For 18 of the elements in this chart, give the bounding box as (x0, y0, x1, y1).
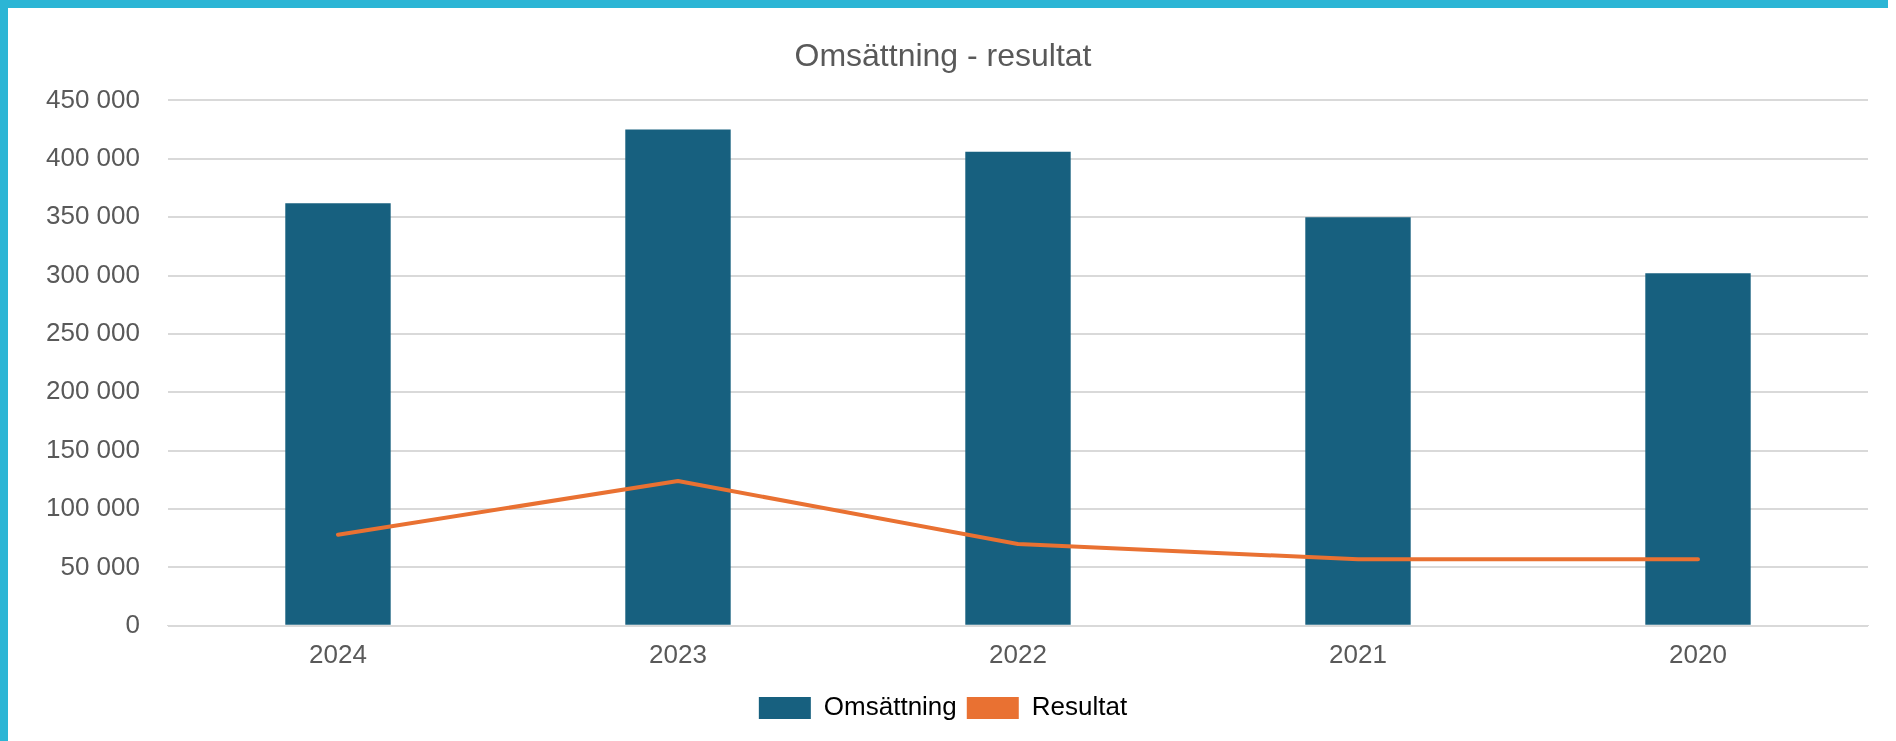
x-tick-label: 2022 (989, 638, 1047, 669)
y-tick-label: 150 000 (46, 433, 140, 464)
x-tick-label: 2020 (1669, 638, 1727, 669)
y-tick-label: 350 000 (46, 200, 140, 231)
chart-title: Omsättning - resultat (794, 37, 1092, 74)
y-tick-label: 50 000 (60, 550, 140, 581)
x-tick-label: 2023 (649, 638, 707, 669)
y-tick-label: 250 000 (46, 317, 140, 348)
y-tick-label: 300 000 (46, 258, 140, 289)
y-tick-label: 200 000 (46, 375, 140, 406)
legend-label: Omsättning (823, 691, 957, 722)
x-tick-label: 2021 (1329, 638, 1387, 669)
legend-label: Resultat (1031, 691, 1128, 722)
y-tick-label: 0 (125, 608, 140, 639)
x-tick-label: 2024 (309, 638, 367, 669)
y-tick-label: 400 000 (46, 141, 140, 172)
y-tick-label: 450 000 (46, 83, 140, 114)
y-tick-label: 100 000 (46, 492, 140, 523)
